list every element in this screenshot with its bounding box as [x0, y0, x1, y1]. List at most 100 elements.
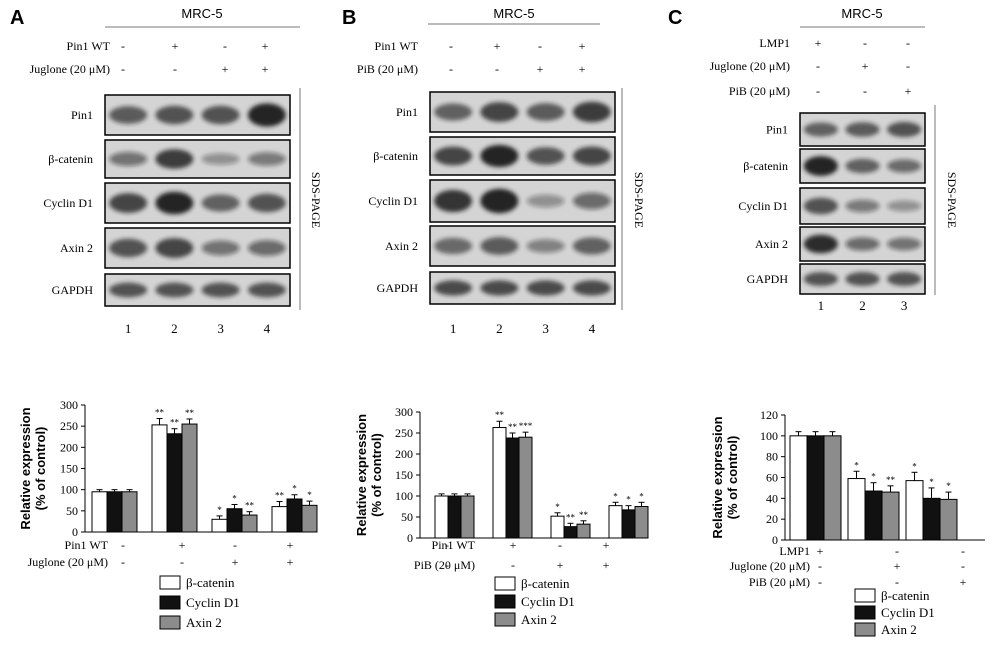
y-tick-label: 300 — [60, 398, 78, 412]
lane-number: 4 — [589, 321, 596, 336]
chart-condition-sign: - — [445, 538, 449, 552]
blot-band — [887, 121, 922, 138]
bar — [286, 498, 303, 533]
blot-label: β-catenin — [743, 159, 788, 173]
y-tick-label: 200 — [60, 440, 78, 454]
lane-number: 2 — [859, 298, 866, 313]
condition-sign: - — [495, 62, 499, 76]
legend-swatch — [854, 622, 876, 637]
bar — [271, 506, 288, 533]
significance-mark: ** — [566, 512, 576, 522]
bar-chart: 0 50 100 150 200 250 300 Relative expression(% … — [18, 398, 318, 630]
bar — [447, 495, 462, 539]
condition-sign: - — [121, 62, 125, 76]
condition-sign: - — [863, 84, 867, 98]
significance-mark: ** — [495, 410, 505, 420]
blot-band — [201, 153, 240, 165]
bar — [905, 480, 924, 541]
legend-swatch — [494, 576, 516, 591]
chart-condition-sign: - — [121, 555, 125, 569]
blot-label: Cyclin D1 — [368, 194, 418, 208]
bar — [806, 435, 825, 541]
lane-number: 1 — [125, 321, 132, 336]
blot-label: Axin 2 — [385, 239, 418, 253]
blot-band — [572, 280, 611, 296]
y-tick-label: 150 — [395, 468, 413, 482]
blot-label: Pin1 — [766, 123, 788, 137]
y-tick-label: 120 — [760, 408, 778, 422]
blot-label: Pin1 — [71, 108, 93, 122]
bar-chart: 0 20 40 60 80 100 120 Relative expression(% of … — [710, 408, 985, 637]
lane-number: 3 — [542, 321, 549, 336]
blot-band — [155, 282, 194, 298]
blot-band — [155, 238, 194, 258]
y-tick-label: 300 — [395, 405, 413, 419]
blot-band — [480, 237, 519, 255]
blot-band — [803, 122, 838, 137]
blot-band — [247, 152, 286, 166]
significance-mark: ** — [245, 501, 255, 511]
significance-mark: * — [555, 502, 560, 512]
blot-band — [201, 240, 240, 256]
blot-band — [480, 102, 519, 122]
significance-mark: * — [232, 493, 237, 503]
condition-sign: + — [815, 36, 822, 50]
bar — [211, 518, 228, 533]
condition-label: PiB (20 μM) — [729, 84, 790, 98]
condition-sign: + — [494, 39, 501, 53]
blot-band — [109, 151, 148, 167]
blot-band — [201, 282, 240, 298]
bar — [864, 490, 883, 541]
chart-condition-sign: - — [895, 575, 899, 589]
blot-band — [434, 189, 473, 213]
bar — [621, 509, 636, 539]
blot-label: GAPDH — [377, 281, 419, 295]
legend-swatch — [159, 575, 181, 590]
blot-band — [434, 146, 473, 166]
significance-mark: * — [639, 491, 644, 501]
blot-band — [155, 149, 194, 169]
blot-band — [803, 156, 838, 176]
significance-mark: *** — [519, 421, 533, 431]
blot-band — [109, 238, 148, 258]
chart-condition-label: Juglone (20 μM) — [28, 555, 108, 569]
chart-condition-label: Juglone (20 μM) — [730, 559, 810, 573]
condition-label: Pin1 WT — [375, 39, 419, 53]
blot-band — [803, 197, 838, 215]
y-tick-label: 250 — [395, 426, 413, 440]
blot-strip — [799, 112, 926, 147]
legend-label: Cyclin D1 — [881, 605, 935, 620]
condition-sign: - — [816, 59, 820, 73]
bar — [434, 495, 449, 539]
chart-condition-label: PiB (20 μM) — [749, 575, 810, 589]
chart-condition-sign: - — [961, 559, 965, 573]
blot-strip — [104, 182, 291, 224]
bar — [518, 436, 533, 539]
bar — [634, 506, 649, 539]
y-tick-label: 100 — [60, 483, 78, 497]
blot-band — [247, 240, 286, 256]
blot-band — [434, 280, 473, 296]
blot-band — [434, 237, 473, 255]
legend: β-catenin Cyclin D1 Axin 2 — [159, 575, 240, 630]
y-tick-label: 150 — [60, 462, 78, 476]
bar — [226, 508, 243, 533]
significance-mark: * — [871, 472, 876, 482]
chart-condition-label: PiB (20 μM) — [414, 558, 475, 572]
bar — [576, 523, 591, 539]
legend: β-catenin Cyclin D1 Axin 2 — [494, 576, 575, 627]
y-tick-label: 60 — [766, 471, 778, 485]
blot-strip — [799, 226, 926, 262]
blot-band — [201, 194, 240, 212]
blot-band — [803, 234, 838, 254]
cell-line-title: MRC-5 — [841, 6, 882, 21]
bar-chart: 0 50 100 150 200 250 300 Relative expression(% … — [354, 405, 649, 627]
condition-sign: + — [262, 62, 269, 76]
lane-number: 3 — [901, 298, 908, 313]
blot-label: β-catenin — [373, 149, 418, 163]
condition-sign: + — [579, 39, 586, 53]
bar — [881, 491, 900, 541]
legend-label: Cyclin D1 — [186, 595, 240, 610]
